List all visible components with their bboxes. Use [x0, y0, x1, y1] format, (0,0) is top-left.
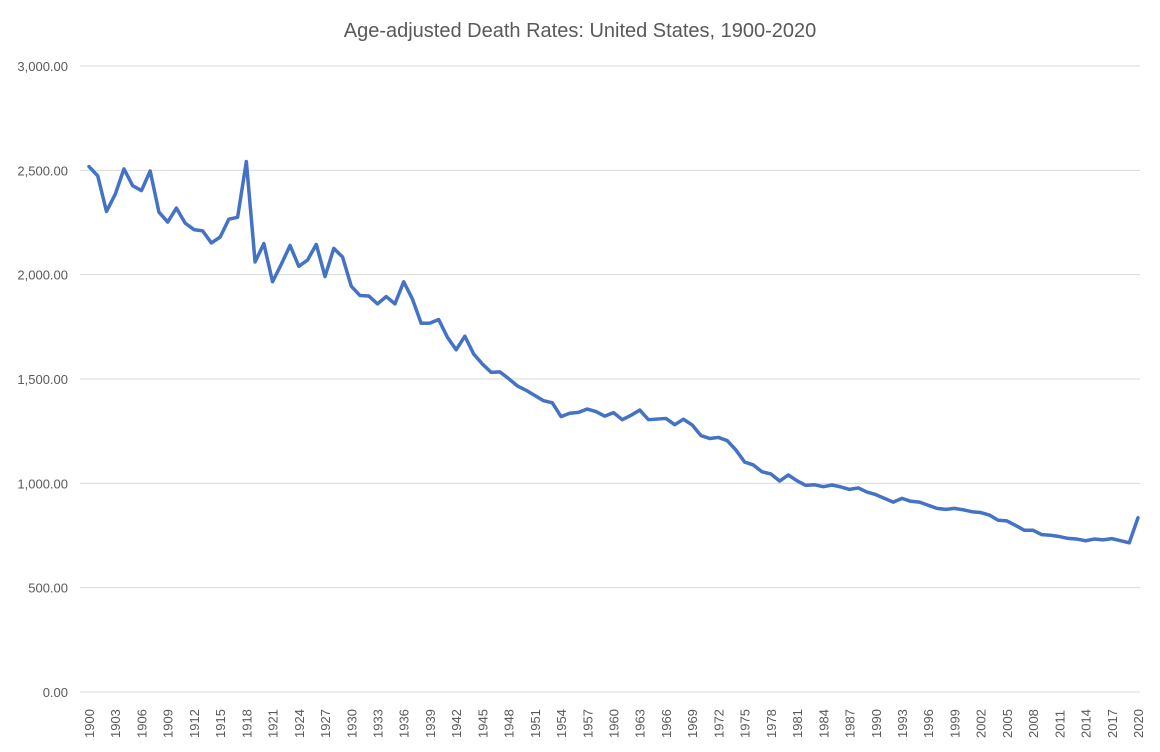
x-tick-label: 1999: [947, 709, 962, 738]
y-tick-label: 3,000.00: [17, 59, 68, 74]
x-tick-label: 1984: [816, 709, 831, 738]
x-tick-label: 1915: [213, 709, 228, 738]
grid-lines: [80, 65, 1140, 693]
x-tick-label: 1957: [580, 709, 595, 738]
x-tick-label: 1954: [554, 709, 569, 738]
x-tick-label: 1996: [921, 709, 936, 738]
x-tick-label: 2011: [1052, 710, 1067, 738]
x-tick-label: 1993: [895, 709, 910, 738]
x-tick-label: 1924: [292, 709, 307, 738]
x-tick-label: 1948: [502, 709, 517, 738]
x-tick-label: 2017: [1105, 709, 1120, 738]
y-tick-label: 2,000.00: [17, 268, 68, 283]
x-tick-label: 1936: [397, 709, 412, 738]
x-tick-label: 1909: [161, 709, 176, 738]
x-tick-label: 1951: [528, 709, 543, 738]
x-tick-label: 1969: [685, 709, 700, 738]
series-line: [87, 159, 1140, 545]
y-tick-label: 2,500.00: [17, 163, 68, 178]
x-tick-label: 1927: [318, 709, 333, 738]
x-tick-label: 1987: [843, 709, 858, 738]
x-tick-label: 1942: [449, 709, 464, 738]
x-tick-label: 1921: [266, 709, 281, 738]
y-tick-label: 1,000.00: [17, 476, 68, 491]
x-tick-label: 1990: [869, 709, 884, 738]
x-tick-label: 1960: [607, 709, 622, 738]
x-tick-label: 1981: [790, 709, 805, 738]
x-tick-label: 1945: [475, 709, 490, 738]
x-tick-label: 1966: [659, 709, 674, 738]
x-tick-label: 1903: [108, 709, 123, 738]
x-tick-label: 1906: [134, 709, 149, 738]
x-tick-label: 1975: [738, 709, 753, 738]
x-tick-label: 2008: [1026, 709, 1041, 738]
x-tick-label: 2020: [1131, 709, 1146, 738]
chart-title: Age-adjusted Death Rates: United States,…: [344, 20, 817, 42]
y-tick-label: 500.00: [28, 581, 68, 596]
x-tick-label: 1900: [82, 709, 97, 738]
x-tick-label: 1939: [423, 709, 438, 738]
x-tick-label: 2002: [974, 709, 989, 738]
x-tick-label: 1978: [764, 709, 779, 738]
x-tick-label: 1972: [711, 709, 726, 738]
x-tick-label: 1912: [187, 709, 202, 738]
x-axis: 1900 1903 1906 1909 1912 1915 1918 1921 1924 1927…: [82, 709, 1146, 738]
y-axis: 0.00 500.00 1,000.00 1,500.00 2,000.00 2,500.…: [17, 59, 68, 700]
x-tick-label: 1918: [239, 709, 254, 738]
x-tick-label: 1963: [633, 709, 648, 738]
y-tick-label: 1,500.00: [17, 372, 68, 387]
x-tick-label: 1933: [370, 709, 385, 738]
series-layer: [87, 159, 1140, 545]
y-tick-label: 0.00: [43, 685, 68, 700]
x-tick-label: 1930: [344, 709, 359, 738]
x-tick-label: 2014: [1079, 709, 1094, 738]
x-tick-label: 2005: [1000, 709, 1015, 738]
